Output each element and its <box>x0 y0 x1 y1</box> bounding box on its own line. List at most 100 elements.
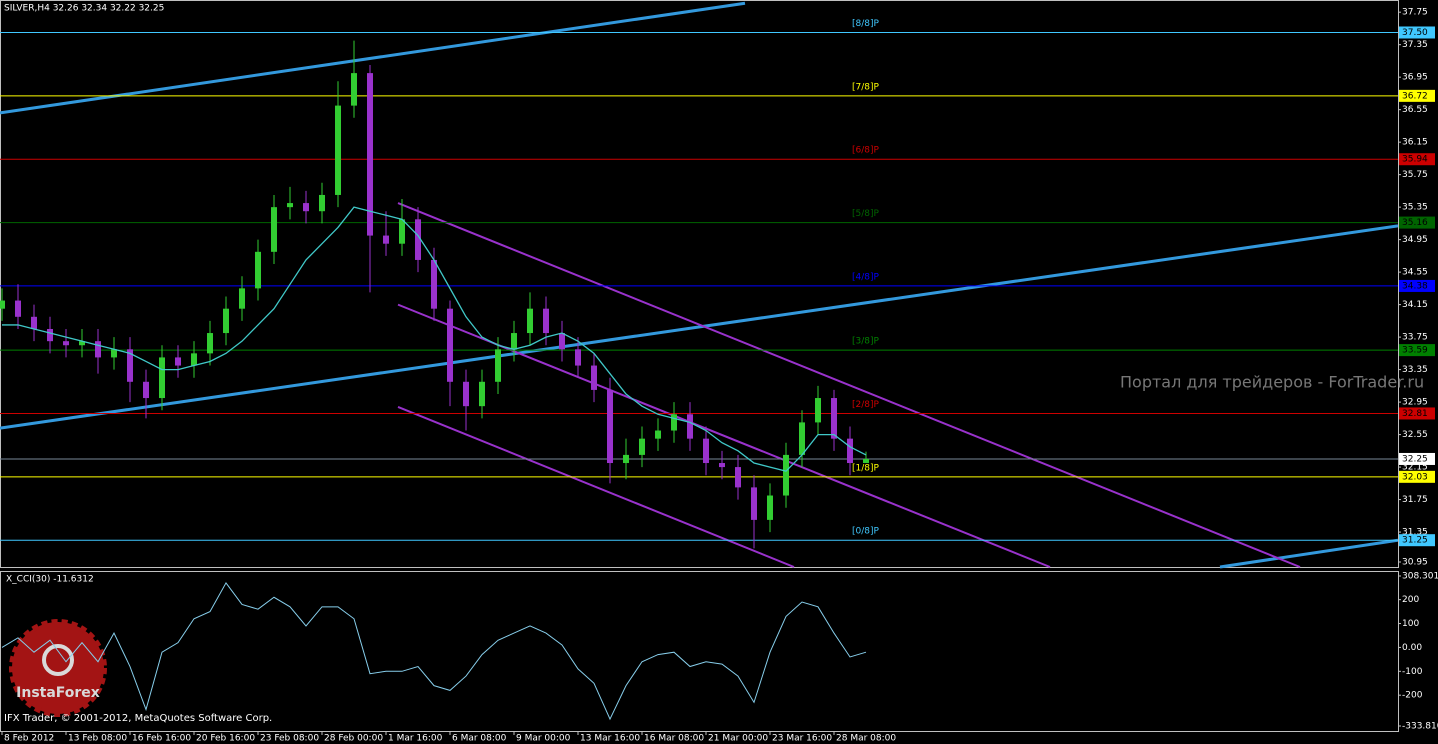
price-tag-label: 35.94 <box>1402 155 1428 165</box>
x-tick-label: 28 Feb 00:00 <box>324 734 383 744</box>
main-panel-frame <box>0 0 1399 568</box>
candle-body <box>511 333 517 350</box>
candle-body <box>751 487 757 520</box>
trend-line <box>397 202 1301 568</box>
candle-body <box>79 341 85 346</box>
candle-body <box>607 389 613 464</box>
price-tag <box>1399 279 1435 292</box>
last-price-tag <box>1399 452 1435 465</box>
y-tick-label: 37.35 <box>1402 40 1428 50</box>
candle-body <box>319 194 325 212</box>
price-tag <box>1399 534 1435 547</box>
price-tag <box>1399 26 1435 39</box>
candle-body <box>863 458 869 464</box>
level-name: [1/8]P <box>852 463 880 473</box>
candle-body <box>703 438 709 464</box>
candle-body <box>479 381 485 407</box>
logo-icon <box>42 644 74 676</box>
candle-body <box>559 333 565 350</box>
candle-body <box>831 398 837 439</box>
candle-body <box>207 333 213 354</box>
price-tag <box>1399 216 1435 229</box>
price-tag <box>1399 344 1435 357</box>
x-tick-label: 13 Feb 08:00 <box>68 734 127 744</box>
x-tick-label: 6 Mar 08:00 <box>452 734 507 744</box>
trend-line <box>1219 538 1399 569</box>
candle-body <box>783 454 789 496</box>
y-tick-label: 36.55 <box>1402 105 1428 115</box>
candle-body <box>815 398 821 423</box>
candle-body <box>687 414 693 439</box>
y-tick-label: 308.3015 <box>1402 572 1438 582</box>
candle-body <box>799 422 805 455</box>
logo-text: InstaForex <box>16 685 100 701</box>
candle-body <box>767 495 773 520</box>
candle-body <box>191 353 197 366</box>
y-tick-label: 37.75 <box>1402 8 1428 18</box>
price-tag-label: 37.50 <box>1402 28 1428 38</box>
candle-body <box>335 105 341 195</box>
price-tag-label: 36.72 <box>1402 91 1428 101</box>
y-tick-label: 36.15 <box>1402 138 1428 148</box>
candle-body <box>447 308 453 382</box>
price-tag-label: 34.38 <box>1402 281 1428 291</box>
x-tick-label: 8 Feb 2012 <box>4 734 54 744</box>
candle-body <box>735 467 741 488</box>
candle-body <box>655 430 661 439</box>
x-tick-label: 21 Mar 00:00 <box>708 734 768 744</box>
candle-body <box>111 349 117 358</box>
candle-body <box>47 328 53 342</box>
x-tick-label: 9 Mar 00:00 <box>516 734 571 744</box>
x-tick-label: 23 Mar 16:00 <box>772 734 832 744</box>
last-price-label: 32.25 <box>1402 454 1428 464</box>
candle-body <box>15 300 21 317</box>
candle-body <box>575 349 581 366</box>
y-tick-label: 31.75 <box>1402 495 1428 505</box>
candle-body <box>287 203 293 208</box>
candle-body <box>591 365 597 390</box>
y-tick-label: 32.55 <box>1402 430 1428 440</box>
candle-body <box>175 357 181 366</box>
candle-body <box>31 316 37 329</box>
trend-line <box>0 224 1399 430</box>
y-tick-label: -333.8108 <box>1402 722 1438 732</box>
price-tag <box>1399 470 1435 483</box>
y-tick-label: 36.95 <box>1402 73 1428 83</box>
x-tick-label: 23 Feb 08:00 <box>260 734 319 744</box>
cci-line <box>1 582 867 721</box>
y-tick-label: 32.95 <box>1402 398 1428 408</box>
candle-body <box>143 381 149 399</box>
candle-body <box>159 357 165 399</box>
level-name: [5/8]P <box>852 209 880 219</box>
watermark: Портал для трейдеров - ForTrader.ru <box>1120 373 1424 392</box>
candle-body <box>431 259 437 309</box>
candle-body <box>623 454 629 464</box>
price-tag-label: 35.16 <box>1402 218 1428 228</box>
moving-average <box>2 206 867 472</box>
candle-body <box>223 308 229 334</box>
candle-body <box>415 219 421 260</box>
price-tag-label: 31.25 <box>1402 536 1428 546</box>
y-tick-label: 200 <box>1402 595 1419 605</box>
x-tick-label: 13 Mar 16:00 <box>580 734 640 744</box>
candle-body <box>719 463 725 468</box>
y-tick-label: 31.35 <box>1402 528 1428 538</box>
candle-body <box>463 381 469 407</box>
price-tag-label: 33.59 <box>1402 346 1428 356</box>
trend-line <box>0 1 746 115</box>
y-tick-label: 30.95 <box>1402 558 1428 568</box>
candle-body <box>639 438 645 455</box>
cci-panel-frame <box>0 571 1399 732</box>
candle-body <box>847 438 853 464</box>
y-tick-label: 32.15 <box>1402 463 1428 473</box>
chart-title: SILVER,H4 32.26 32.34 32.22 32.25 <box>4 4 164 14</box>
candle-body <box>95 341 101 358</box>
candle-body <box>527 308 533 334</box>
level-name: [3/8]P <box>852 337 880 347</box>
copyright: IFX Trader, © 2001-2012, MetaQuotes Soft… <box>4 713 272 724</box>
y-tick-label: 100 <box>1402 619 1419 629</box>
candle-body <box>127 349 133 382</box>
y-tick-label: 33.75 <box>1402 333 1428 343</box>
price-tag <box>1399 89 1435 102</box>
logo-badge <box>9 619 107 717</box>
